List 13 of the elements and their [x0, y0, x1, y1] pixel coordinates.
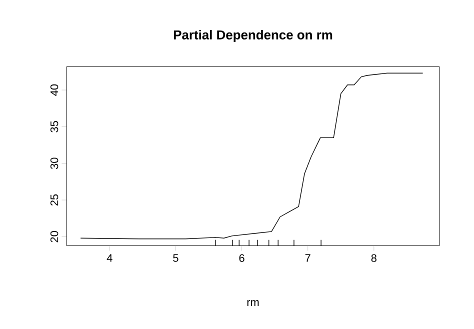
x-tick-label: 6 [239, 254, 244, 262]
x-tick-label: 8 [371, 254, 376, 262]
chart-title: Partial Dependence on rm [174, 30, 332, 42]
x-axis-title: rm [247, 300, 259, 306]
y-tick-label: 30 [50, 158, 58, 170]
x-tick-label: 4 [106, 254, 112, 262]
y-tick-label: 35 [50, 121, 58, 132]
x-tick-label: 7 [305, 254, 310, 262]
y-tick-label: 25 [50, 194, 58, 206]
y-tick-label: 20 [50, 231, 58, 242]
x-tick-label: 5 [173, 254, 178, 262]
y-tick-label: 40 [50, 84, 58, 96]
line-series [80, 72, 424, 240]
